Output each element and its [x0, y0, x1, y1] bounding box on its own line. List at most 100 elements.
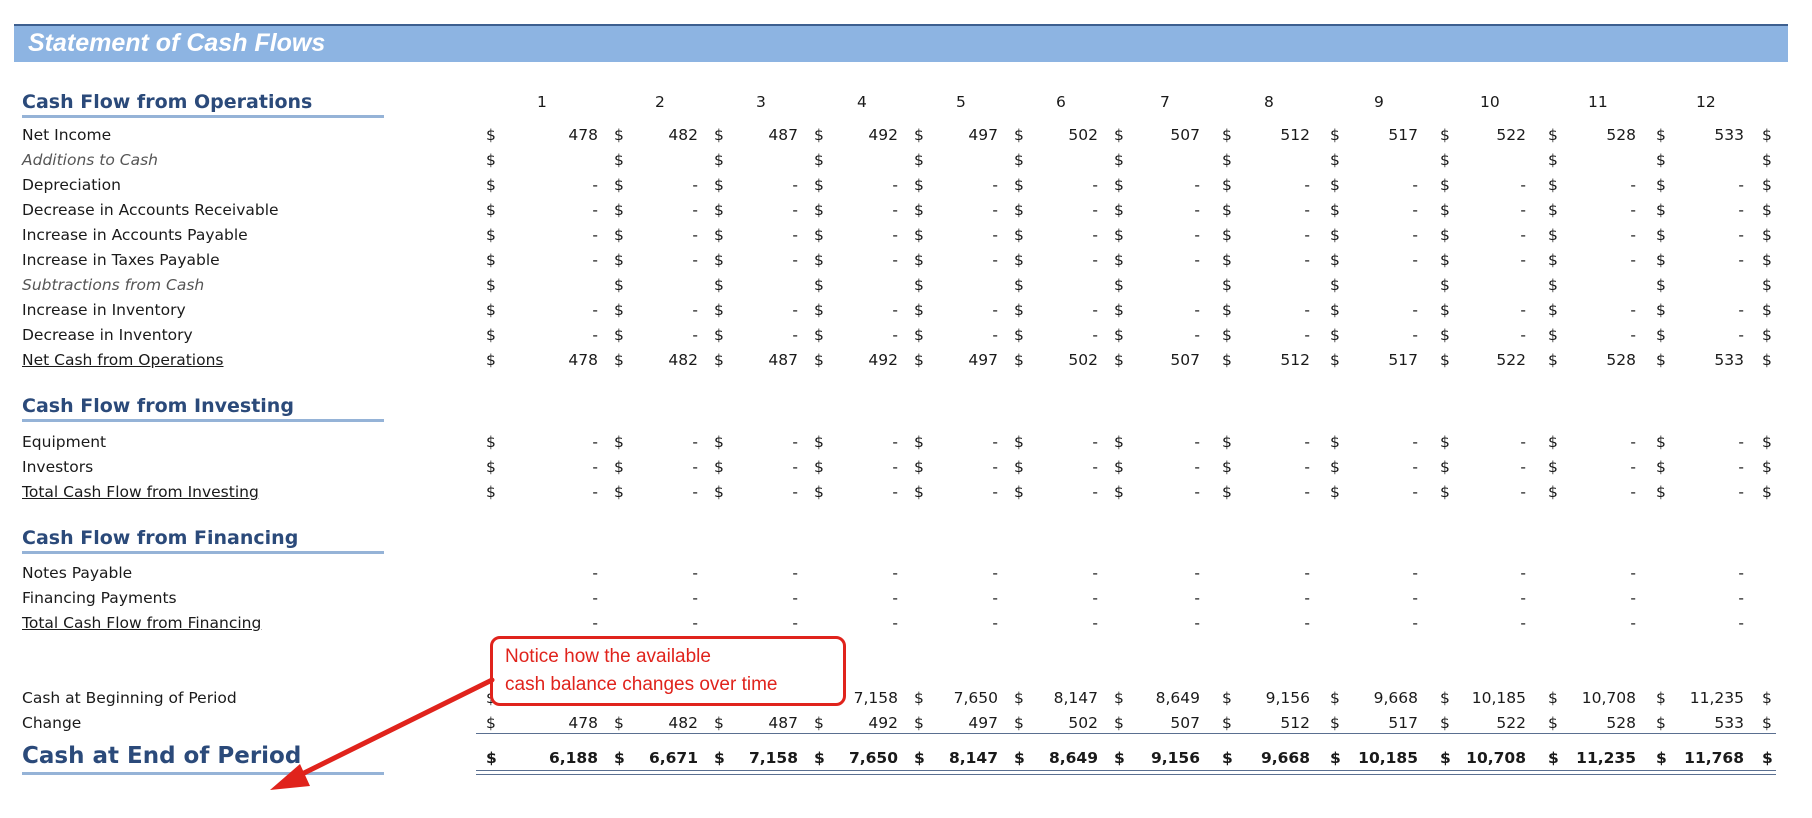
cell-value: - — [992, 589, 998, 607]
cell-value: - — [1412, 301, 1418, 319]
cell-value: - — [892, 483, 898, 501]
currency-symbol: $ — [914, 251, 924, 269]
currency-symbol: $ — [1548, 151, 1558, 169]
currency-symbol: $ — [486, 126, 496, 144]
currency-symbol: $ — [614, 151, 624, 169]
currency-symbol: $ — [914, 714, 924, 732]
row-label: Financing Payments — [22, 589, 177, 607]
cell-value: - — [1092, 301, 1098, 319]
cell-value: - — [992, 301, 998, 319]
cell-value: - — [1412, 589, 1418, 607]
cell-value: - — [892, 301, 898, 319]
currency-symbol: $ — [1656, 226, 1666, 244]
cell-value: - — [1520, 458, 1526, 476]
currency-symbol: $ — [1656, 433, 1666, 451]
currency-symbol: $ — [1440, 201, 1450, 219]
currency-symbol: $ — [1114, 351, 1124, 369]
currency-symbol: $ — [1014, 226, 1024, 244]
cell-value: - — [1092, 326, 1098, 344]
currency-symbol: $ — [614, 326, 624, 344]
currency-symbol: $ — [1330, 433, 1340, 451]
currency-symbol: $ — [1330, 226, 1340, 244]
cell-value: 522 — [1496, 714, 1526, 732]
cell-value: 11,235 — [1689, 689, 1744, 707]
cell-value: 502 — [1068, 126, 1098, 144]
currency-symbol: $ — [1330, 151, 1340, 169]
currency-symbol: $ — [1548, 714, 1558, 732]
cell-value: - — [592, 433, 598, 451]
currency-symbol: $ — [914, 126, 924, 144]
cell-value: - — [1630, 614, 1636, 632]
currency-symbol: $ — [714, 176, 724, 194]
currency-symbol: $ — [1762, 226, 1772, 244]
callout-line-1: Notice how the available — [505, 646, 711, 667]
currency-symbol: $ — [1222, 749, 1233, 767]
cell-value: - — [1520, 589, 1526, 607]
row-label: Depreciation — [22, 176, 121, 194]
currency-symbol: $ — [914, 176, 924, 194]
cell-value: 7,650 — [953, 689, 998, 707]
currency-symbol: $ — [1222, 251, 1232, 269]
currency-symbol: $ — [914, 458, 924, 476]
cell-value: - — [1092, 483, 1098, 501]
cell-value: - — [892, 201, 898, 219]
currency-symbol: $ — [1548, 276, 1558, 294]
cell-value: - — [1304, 458, 1310, 476]
currency-symbol: $ — [1330, 458, 1340, 476]
currency-symbol: $ — [814, 151, 824, 169]
cell-value: 9,156 — [1265, 689, 1310, 707]
cell-value: 9,156 — [1150, 749, 1200, 767]
cell-value: 9,668 — [1260, 749, 1310, 767]
currency-symbol: $ — [1014, 176, 1024, 194]
cell-value: - — [992, 458, 998, 476]
currency-symbol: $ — [1114, 483, 1124, 501]
cell-value: 482 — [668, 351, 698, 369]
cell-value: 502 — [1068, 351, 1098, 369]
cell-value: 8,147 — [1053, 689, 1098, 707]
cell-value: - — [892, 176, 898, 194]
cell-value: - — [1630, 589, 1636, 607]
cell-value: - — [1738, 483, 1744, 501]
cell-value: - — [892, 458, 898, 476]
cell-value: - — [1520, 483, 1526, 501]
currency-symbol: $ — [1548, 176, 1558, 194]
row-label: Decrease in Inventory — [22, 326, 193, 344]
cell-value: - — [1304, 589, 1310, 607]
currency-symbol: $ — [1440, 483, 1450, 501]
cell-value: 8,649 — [1155, 689, 1200, 707]
currency-symbol: $ — [814, 226, 824, 244]
cell-value: - — [1412, 226, 1418, 244]
cell-value: - — [1520, 564, 1526, 582]
currency-symbol: $ — [1014, 151, 1024, 169]
cell-value: - — [1194, 614, 1200, 632]
currency-symbol: $ — [1656, 351, 1666, 369]
currency-symbol: $ — [1330, 126, 1340, 144]
currency-symbol: $ — [1656, 749, 1667, 767]
cell-value: - — [1738, 201, 1744, 219]
cell-value: 11,768 — [1684, 749, 1744, 767]
currency-symbol: $ — [1222, 714, 1232, 732]
currency-symbol: $ — [1656, 689, 1666, 707]
cell-value: - — [792, 433, 798, 451]
currency-symbol: $ — [1114, 126, 1124, 144]
currency-symbol: $ — [1762, 351, 1772, 369]
currency-symbol: $ — [1762, 176, 1772, 194]
currency-symbol: $ — [914, 226, 924, 244]
currency-symbol: $ — [1548, 251, 1558, 269]
row-label: Change — [22, 714, 82, 732]
cell-value: - — [1194, 301, 1200, 319]
currency-symbol: $ — [1440, 126, 1450, 144]
row-label-end-period: Cash at End of Period — [22, 742, 384, 775]
currency-symbol: $ — [486, 201, 496, 219]
callout-line-2: cash balance changes over time — [505, 674, 778, 695]
cell-value: - — [992, 433, 998, 451]
currency-symbol: $ — [486, 251, 496, 269]
cell-value: - — [1520, 301, 1526, 319]
currency-symbol: $ — [1014, 458, 1024, 476]
currency-symbol: $ — [1440, 301, 1450, 319]
period-header-2: 2 — [655, 93, 665, 111]
currency-symbol: $ — [1330, 689, 1340, 707]
currency-symbol: $ — [814, 458, 824, 476]
currency-symbol: $ — [1656, 276, 1666, 294]
currency-symbol: $ — [714, 126, 724, 144]
